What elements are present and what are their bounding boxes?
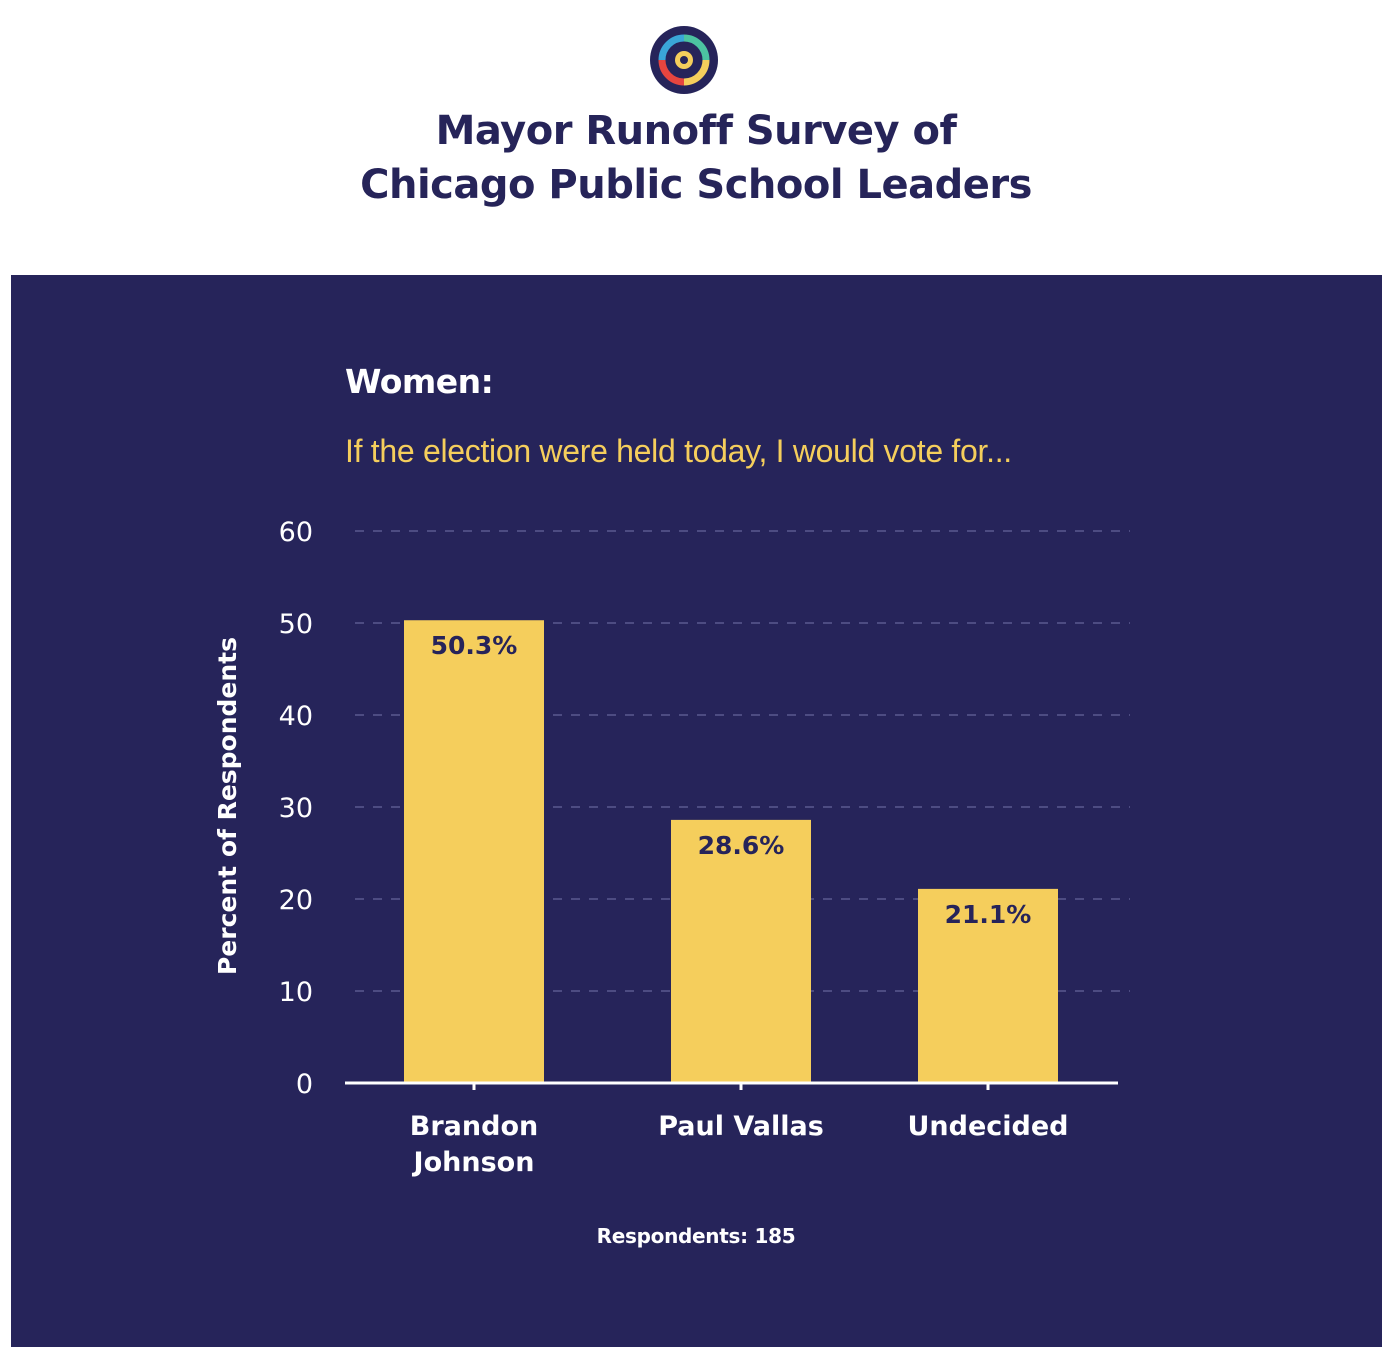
x-tick-label: Undecided: [907, 1111, 1068, 1142]
y-tick-label: 50: [279, 609, 313, 640]
x-axis: [345, 1081, 1118, 1090]
x-tick-label: Paul Vallas: [658, 1111, 824, 1142]
chart-subtitle: Women:: [345, 362, 494, 401]
respondents-count: Respondents: 185: [596, 1224, 796, 1248]
bar-data-label: 21.1%: [945, 900, 1032, 929]
page-title-line-2: Chicago Public School Leaders: [360, 162, 1032, 208]
y-tick-label: 20: [279, 885, 313, 916]
bars: 50.3% 28.6% 21.1%: [404, 620, 1058, 1083]
bar: [918, 888, 1058, 1083]
y-axis-label: Percent of Respondents: [213, 637, 242, 975]
x-tick-label: Brandon Johnson: [410, 1111, 538, 1178]
compass-logo-icon: [650, 26, 718, 94]
x-axis-labels: Brandon Johnson Paul Vallas Undecided: [410, 1111, 1069, 1178]
y-tick-label: 40: [279, 701, 313, 732]
y-axis-ticks: 0 10 20 30 40 50 60: [279, 517, 313, 1100]
bar-data-label: 28.6%: [698, 831, 785, 860]
y-tick-label: 0: [296, 1069, 313, 1100]
y-tick-label: 60: [279, 517, 313, 548]
page-title-line-1: Mayor Runoff Survey of: [435, 108, 957, 154]
page-title: Mayor Runoff Survey of Chicago Public Sc…: [0, 104, 1392, 212]
bar: [404, 620, 544, 1083]
chart-panel: [11, 275, 1382, 1347]
y-tick-label: 30: [279, 793, 313, 824]
bar: [671, 819, 811, 1083]
bar-data-label: 50.3%: [431, 631, 518, 660]
chart-question: If the election were held today, I would…: [345, 433, 1012, 469]
y-tick-label: 10: [279, 977, 313, 1008]
